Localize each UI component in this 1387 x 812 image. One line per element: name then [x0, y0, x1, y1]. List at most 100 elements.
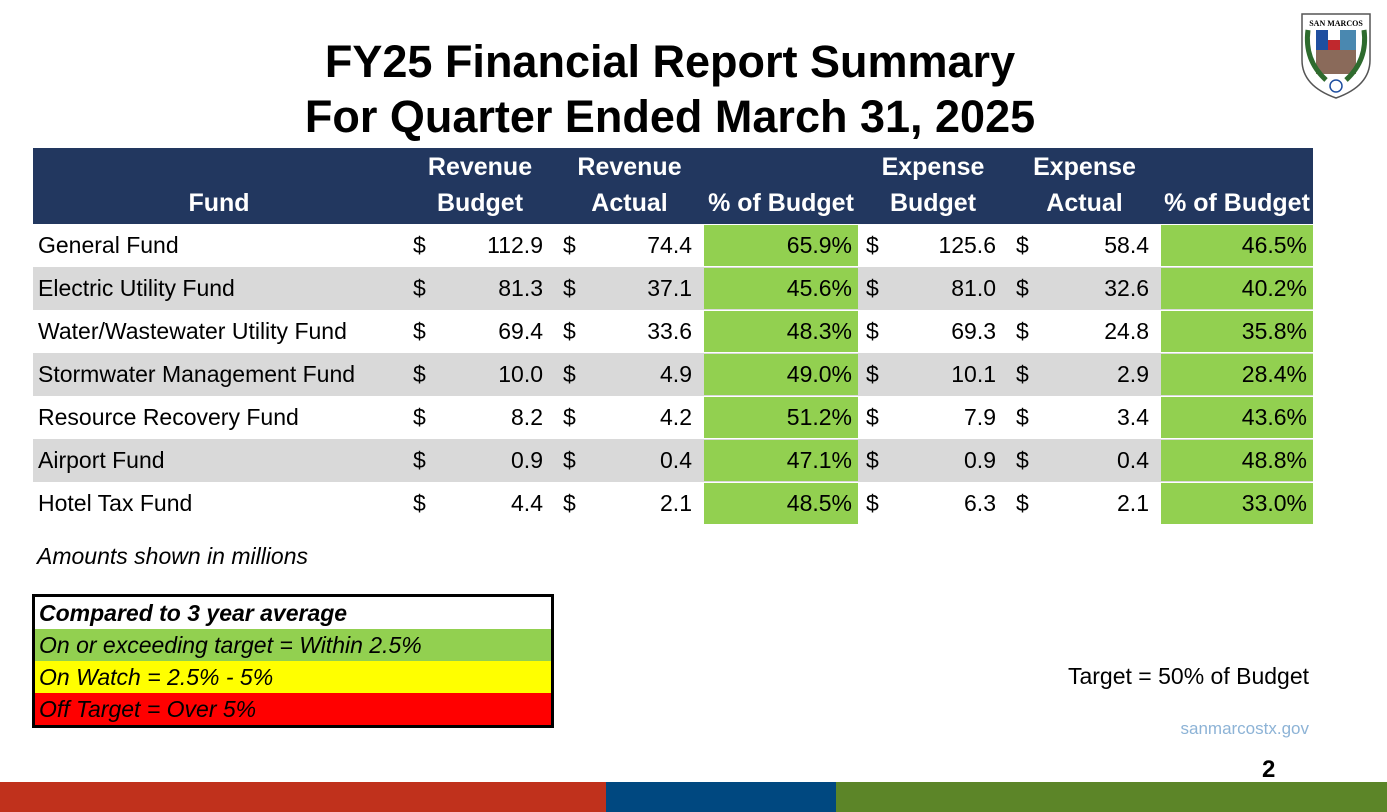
currency-symbol: $ — [1016, 447, 1029, 473]
legend-yellow: On Watch = 2.5% - 5% — [35, 661, 551, 693]
table-row: Electric Utility Fund $81.3 $37.1 45.6% $81.… — [33, 267, 1313, 310]
expense-actual-value: 2.1 — [1117, 490, 1149, 516]
expense-budget-value: 125.6 — [938, 232, 996, 258]
currency-symbol: $ — [866, 447, 879, 473]
currency-symbol: $ — [1016, 490, 1029, 516]
currency-symbol: $ — [1016, 318, 1029, 344]
revenue-budget: $4.4 — [405, 482, 555, 525]
expense-pct: 43.6% — [1161, 397, 1313, 438]
revenue-budget: $8.2 — [405, 396, 555, 439]
revenue-budget-value: 10.0 — [498, 361, 543, 387]
currency-symbol: $ — [563, 275, 576, 301]
expense-actual-value: 0.4 — [1117, 447, 1149, 473]
revenue-pct: 51.2% — [704, 397, 858, 438]
table-row: Resource Recovery Fund $8.2 $4.2 51.2% $7.9 $… — [33, 396, 1313, 439]
expense-budget-value: 6.3 — [964, 490, 996, 516]
header-expense-actual: Expense Actual — [1033, 153, 1136, 217]
revenue-actual: $0.4 — [555, 439, 704, 482]
target-text: Target = 50% of Budget — [1067, 663, 1309, 689]
currency-symbol: $ — [866, 275, 879, 301]
revenue-actual: $4.9 — [555, 353, 704, 396]
currency-symbol: $ — [413, 490, 426, 516]
revenue-budget-value: 0.9 — [511, 447, 543, 473]
expense-budget: $7.9 — [858, 396, 1008, 439]
fund-name: General Fund — [38, 232, 179, 258]
website-link[interactable]: sanmarcostx.gov — [1180, 719, 1310, 738]
header-expense-pct: % of Budget — [1164, 189, 1310, 217]
revenue-budget: $112.9 — [405, 224, 555, 267]
currency-symbol: $ — [866, 361, 879, 387]
currency-symbol: $ — [563, 404, 576, 430]
expense-actual: $2.1 — [1008, 482, 1161, 525]
expense-actual: $24.8 — [1008, 310, 1161, 353]
currency-symbol: $ — [413, 318, 426, 344]
amounts-note: Amounts shown in millions — [37, 543, 309, 569]
expense-actual-value: 58.4 — [1104, 232, 1149, 258]
expense-budget: $0.9 — [858, 439, 1008, 482]
revenue-actual-value: 2.1 — [660, 490, 692, 516]
revenue-pct: 48.3% — [704, 311, 858, 352]
fund-name: Electric Utility Fund — [38, 275, 235, 301]
revenue-budget-value: 81.3 — [498, 275, 543, 301]
table-row: Hotel Tax Fund $4.4 $2.1 48.5% $6.3 $2.1 33.0% — [33, 482, 1313, 525]
revenue-pct: 48.5% — [704, 483, 858, 524]
revenue-budget: $69.4 — [405, 310, 555, 353]
revenue-actual: $37.1 — [555, 267, 704, 310]
expense-actual-value: 2.9 — [1117, 361, 1149, 387]
header-revenue-budget: Revenue Budget — [427, 153, 533, 217]
currency-symbol: $ — [413, 275, 426, 301]
revenue-pct: 47.1% — [704, 440, 858, 481]
revenue-actual: $2.1 — [555, 482, 704, 525]
revenue-pct: 49.0% — [704, 354, 858, 395]
revenue-budget-value: 8.2 — [511, 404, 543, 430]
fund-name: Stormwater Management Fund — [38, 361, 356, 387]
legend-green: On or exceeding target = Within 2.5% — [35, 629, 551, 661]
header-fund: Fund — [188, 189, 250, 217]
expense-actual: $2.9 — [1008, 353, 1161, 396]
revenue-actual: $33.6 — [555, 310, 704, 353]
table-row: General Fund $112.9 $74.4 65.9% $125.6 $58.4 4… — [33, 224, 1313, 267]
currency-symbol: $ — [866, 404, 879, 430]
expense-pct: 35.8% — [1161, 311, 1313, 352]
currency-symbol: $ — [1016, 404, 1029, 430]
expense-budget-value: 0.9 — [964, 447, 996, 473]
expense-budget: $69.3 — [858, 310, 1008, 353]
fund-name: Airport Fund — [38, 447, 165, 473]
revenue-budget: $10.0 — [405, 353, 555, 396]
title-line-1: FY25 Financial Report Summary — [324, 36, 1016, 87]
page-number: 2 — [1262, 756, 1276, 783]
table-row: Water/Wastewater Utility Fund $69.4 $33.6 4… — [33, 310, 1313, 353]
revenue-pct: 65.9% — [704, 225, 858, 266]
revenue-budget-value: 112.9 — [487, 232, 543, 258]
expense-budget: $10.1 — [858, 353, 1008, 396]
revenue-budget-value: 69.4 — [498, 318, 543, 344]
footer-bar-green — [836, 782, 1387, 812]
expense-actual: $3.4 — [1008, 396, 1161, 439]
legend-title: Compared to 3 year average — [35, 597, 551, 629]
currency-symbol: $ — [866, 490, 879, 516]
expense-actual: $0.4 — [1008, 439, 1161, 482]
currency-symbol: $ — [1016, 232, 1029, 258]
table-row: Airport Fund $0.9 $0.4 47.1% $0.9 $0.4 48.8% — [33, 439, 1313, 482]
revenue-actual-value: 37.1 — [647, 275, 692, 301]
currency-symbol: $ — [1016, 275, 1029, 301]
fund-name: Water/Wastewater Utility Fund — [38, 318, 347, 344]
footer-bar-blue — [606, 782, 836, 812]
currency-symbol: $ — [563, 318, 576, 344]
revenue-actual: $74.4 — [555, 224, 704, 267]
expense-budget-value: 69.3 — [951, 318, 996, 344]
currency-symbol: $ — [413, 361, 426, 387]
legend-red: Off Target = Over 5% — [35, 693, 551, 725]
expense-budget-value: 7.9 — [964, 404, 996, 430]
title-line-2: For Quarter Ended March 31, 2025 — [304, 91, 1036, 142]
expense-actual-value: 3.4 — [1117, 404, 1149, 430]
header-expense-budget: Expense Budget — [881, 153, 985, 217]
revenue-actual: $4.2 — [555, 396, 704, 439]
expense-budget: $81.0 — [858, 267, 1008, 310]
expense-actual-value: 32.6 — [1104, 275, 1149, 301]
fund-name: Resource Recovery Fund — [38, 404, 299, 430]
table-row: Stormwater Management Fund $10.0 $4.9 49.0%… — [33, 353, 1313, 396]
expense-pct: 33.0% — [1161, 483, 1313, 524]
expense-budget-value: 81.0 — [951, 275, 996, 301]
revenue-budget: $0.9 — [405, 439, 555, 482]
